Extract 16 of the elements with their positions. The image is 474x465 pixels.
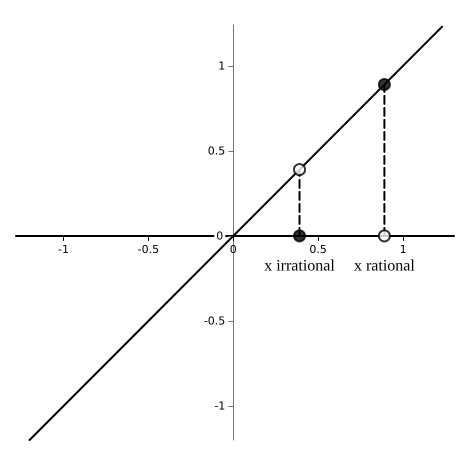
y-tick-label: 1	[218, 59, 226, 72]
y-tick-label: -0.5	[204, 314, 226, 328]
y-tick-label: 0	[216, 229, 224, 242]
x-tick-label: -0.5	[138, 242, 160, 256]
x-tick-label: 0.5	[309, 242, 327, 256]
y-tick-label: -1	[214, 399, 226, 412]
x-tick-label: -1	[58, 242, 70, 256]
point	[293, 163, 306, 176]
point	[378, 78, 391, 92]
point	[293, 229, 306, 242]
x-tick-label: 0	[230, 242, 237, 256]
annotation: x rational	[354, 257, 416, 274]
x-tick-label: 1	[400, 242, 407, 256]
y-tick-label: 0.5	[208, 144, 226, 158]
annotation: x irrational	[264, 257, 336, 274]
point	[378, 229, 391, 242]
